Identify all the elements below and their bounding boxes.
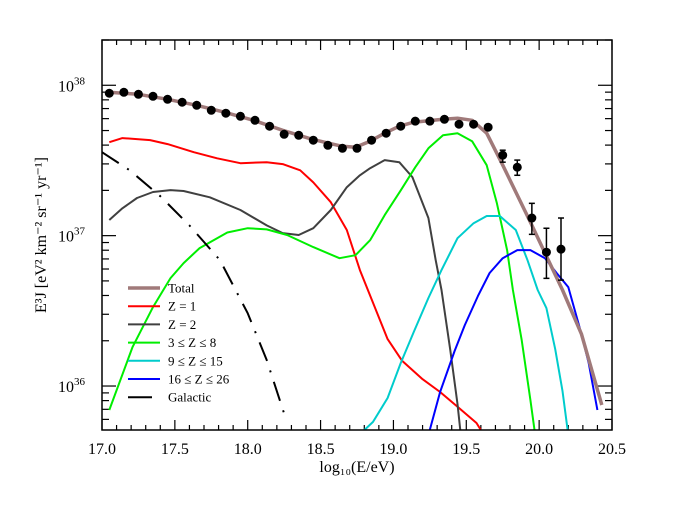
legend: Total Z = 1 Z = 2 3 ≤ Z ≤ 8 9 ≤ Z ≤ 15 16 ≤ Z… — [128, 281, 230, 405]
data-point — [192, 100, 202, 110]
data-point — [381, 128, 391, 138]
data-point — [148, 91, 158, 101]
data-point — [512, 162, 522, 172]
legend-label: 16 ≤ Z ≤ 26 — [168, 372, 230, 387]
data-point — [119, 87, 129, 97]
tick-labels: 17.0 17.5 18.0 18.5 19.0 19.5 20.0 20.5 1036 1037… — [58, 75, 626, 458]
y-tick-label: 1036 — [58, 376, 86, 396]
data-point — [323, 140, 333, 150]
x-tick-label: 19.0 — [379, 441, 407, 458]
x-tick-label: 19.5 — [452, 441, 480, 458]
x-tick-label: 20.5 — [598, 441, 626, 458]
data-point — [425, 116, 435, 126]
data-point — [367, 135, 377, 145]
y-axis-label: E³J [eV² km⁻² sr⁻¹ yr⁻¹] — [33, 157, 50, 313]
data-point — [206, 105, 216, 115]
data-point — [235, 111, 245, 121]
data-point — [483, 122, 493, 132]
data-point — [454, 119, 464, 129]
y-tick-label: 1037 — [58, 226, 86, 246]
data-point — [279, 129, 289, 139]
legend-label: 9 ≤ Z ≤ 15 — [168, 353, 223, 368]
series-line-0 — [109, 90, 604, 406]
data-point — [556, 244, 566, 254]
data-point — [250, 115, 260, 125]
legend-label: Z = 1 — [168, 299, 196, 314]
series-line-5 — [428, 249, 599, 430]
series-line-2 — [108, 159, 462, 430]
data-point — [308, 135, 318, 145]
data-point — [221, 108, 231, 118]
data-point — [469, 119, 479, 129]
x-tick-label: 18.0 — [234, 441, 262, 458]
x-axis-label: log₁₀(E/eV) — [319, 459, 394, 476]
data-point — [163, 94, 173, 104]
series-line-1 — [109, 137, 483, 430]
x-tick-label: 17.5 — [161, 441, 189, 458]
data-point — [498, 150, 508, 160]
series-line-4 — [362, 215, 569, 430]
data-point — [410, 116, 420, 126]
data-point — [396, 121, 406, 131]
data-point — [541, 247, 551, 257]
plot-frame — [101, 39, 613, 431]
legend-label: Galactic — [168, 390, 212, 405]
data-point — [133, 89, 143, 99]
data-point — [265, 121, 275, 131]
data-point — [177, 97, 187, 107]
legend-label: 3 ≤ Z ≤ 8 — [168, 335, 216, 350]
series-line-3 — [108, 132, 536, 430]
data-point — [439, 114, 449, 124]
data-point — [294, 130, 304, 140]
x-tick-label: 18.5 — [307, 441, 335, 458]
series-line-6 — [102, 151, 287, 419]
series-lines — [102, 90, 604, 430]
data-point — [527, 213, 537, 223]
data-point — [337, 143, 347, 153]
legend-label: Total — [168, 281, 195, 296]
data-points — [104, 87, 566, 281]
legend-label: Z = 2 — [168, 317, 196, 332]
data-point — [104, 88, 114, 98]
y-tick-label: 1038 — [58, 75, 86, 95]
x-tick-label: 17.0 — [88, 441, 116, 458]
data-point — [352, 143, 362, 153]
x-tick-label: 20.0 — [525, 441, 553, 458]
